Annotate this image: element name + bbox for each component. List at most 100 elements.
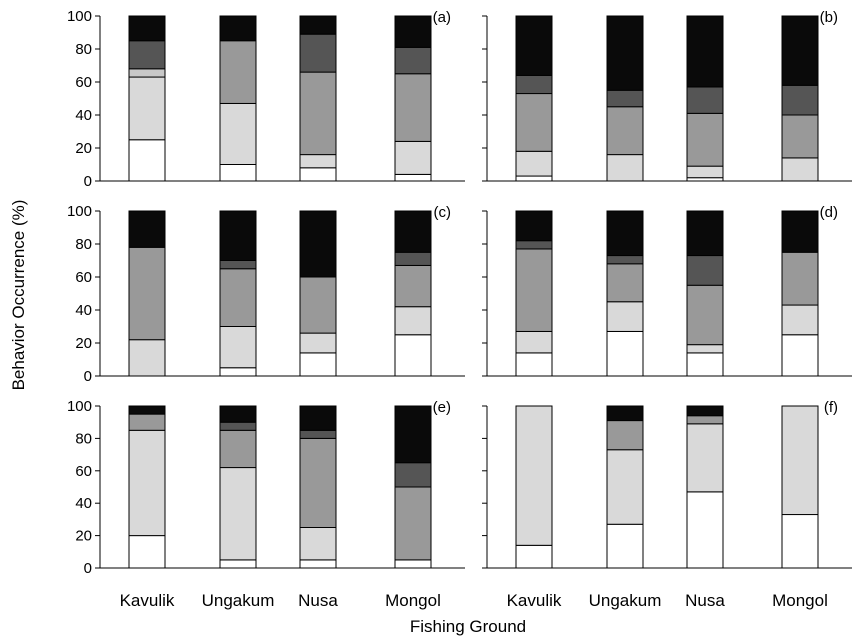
bar-segment bbox=[515, 240, 553, 250]
bar-segment bbox=[686, 491, 724, 569]
bar-segment bbox=[219, 559, 257, 569]
x-tick-label: Kavulik bbox=[120, 591, 175, 610]
bar-segment bbox=[299, 276, 337, 334]
bar-segment bbox=[781, 334, 819, 377]
bar-segment bbox=[606, 255, 644, 265]
bar-segment bbox=[219, 102, 257, 165]
bar-segment bbox=[606, 154, 644, 182]
panel-label: (c) bbox=[434, 204, 452, 221]
bar-segment bbox=[299, 559, 337, 569]
bar-segment bbox=[515, 74, 553, 95]
y-tick-label: 40 bbox=[75, 107, 92, 124]
bar-segment bbox=[686, 210, 724, 257]
bar-segment bbox=[299, 352, 337, 377]
bar-segment bbox=[606, 210, 644, 257]
bar-segment bbox=[128, 535, 166, 569]
x-tick-label: Mongol bbox=[385, 591, 441, 610]
bar-segment bbox=[219, 421, 257, 431]
bar-segment bbox=[128, 139, 166, 182]
bar-segment bbox=[219, 326, 257, 369]
bar-segment bbox=[686, 415, 724, 425]
bar-segment bbox=[781, 157, 819, 182]
bar-segment bbox=[394, 173, 432, 182]
bar-segment bbox=[686, 86, 724, 114]
bar-segment bbox=[128, 339, 166, 377]
bar-segment bbox=[515, 150, 553, 177]
bar-segment bbox=[606, 405, 644, 422]
bar-segment bbox=[219, 15, 257, 42]
y-tick-label: 100 bbox=[67, 8, 92, 25]
bar-segment bbox=[606, 523, 644, 569]
bar-segment bbox=[219, 268, 257, 327]
y-tick-label: 60 bbox=[75, 74, 92, 91]
bar-segment bbox=[394, 405, 432, 464]
bar-segment bbox=[781, 84, 819, 116]
bar-segment bbox=[515, 330, 553, 354]
y-tick-label: 20 bbox=[75, 140, 92, 157]
bar-segment bbox=[219, 260, 257, 270]
bar-segment bbox=[394, 306, 432, 336]
bar-segment bbox=[128, 210, 166, 248]
bar-segment bbox=[515, 352, 553, 377]
y-tick-label: 0 bbox=[84, 173, 92, 190]
bar-segment bbox=[128, 413, 166, 431]
bar-segment bbox=[219, 405, 257, 423]
panel-label: (a) bbox=[433, 9, 451, 26]
bar-segment bbox=[219, 467, 257, 561]
bar-segment bbox=[299, 527, 337, 561]
bar-segment bbox=[394, 140, 432, 175]
x-tick-label: Ungakum bbox=[589, 591, 662, 610]
y-tick-label: 40 bbox=[75, 302, 92, 319]
y-tick-label: 100 bbox=[67, 398, 92, 415]
bar-segment bbox=[219, 429, 257, 469]
bar-segment bbox=[606, 106, 644, 156]
y-tick-label: 40 bbox=[75, 495, 92, 512]
y-tick-label: 80 bbox=[75, 236, 92, 253]
x-tick-label: Kavulik bbox=[507, 591, 562, 610]
bar-segment bbox=[781, 405, 819, 516]
bar-segment bbox=[128, 246, 166, 341]
bar-segment bbox=[686, 112, 724, 167]
bar-segment bbox=[219, 367, 257, 377]
panel-label: (e) bbox=[433, 399, 451, 416]
y-tick-label: 60 bbox=[75, 463, 92, 480]
bar-segment bbox=[299, 332, 337, 354]
bar-segment bbox=[394, 264, 432, 308]
x-tick-label: Nusa bbox=[685, 591, 725, 610]
bar-segment bbox=[394, 486, 432, 561]
bar-segment bbox=[219, 40, 257, 104]
bar-segment bbox=[128, 40, 166, 70]
bar-segment bbox=[299, 33, 337, 73]
panel-label: (d) bbox=[820, 204, 838, 221]
panel-label: (b) bbox=[820, 9, 838, 26]
bar-segment bbox=[686, 344, 724, 354]
bar-segment bbox=[299, 210, 337, 278]
bar-segment bbox=[394, 73, 432, 142]
bar-segment bbox=[299, 429, 337, 439]
y-tick-label: 20 bbox=[75, 528, 92, 545]
bar-segment bbox=[299, 167, 337, 182]
bar-segment bbox=[781, 251, 819, 306]
x-axis-label: Fishing Ground bbox=[410, 617, 526, 636]
bar-segment bbox=[515, 248, 553, 332]
y-tick-label: 60 bbox=[75, 269, 92, 286]
y-tick-label: 80 bbox=[75, 41, 92, 58]
bar-segment bbox=[606, 263, 644, 303]
bar-segment bbox=[128, 15, 166, 42]
bar-segment bbox=[515, 544, 553, 569]
bar-segment bbox=[128, 405, 166, 415]
bar-segment bbox=[299, 15, 337, 35]
y-axis-label: Behavior Occurrence (%) bbox=[9, 200, 28, 391]
bar-segment bbox=[686, 352, 724, 377]
bar-segment bbox=[781, 114, 819, 159]
bar-segment bbox=[394, 46, 432, 75]
y-tick-label: 20 bbox=[75, 335, 92, 352]
bar-segment bbox=[686, 255, 724, 286]
bar-segment bbox=[394, 251, 432, 266]
bar-segment bbox=[394, 559, 432, 569]
y-tick-label: 100 bbox=[67, 203, 92, 220]
bar-segment bbox=[686, 165, 724, 179]
bar-segment bbox=[299, 405, 337, 431]
bar-segment bbox=[128, 76, 166, 141]
